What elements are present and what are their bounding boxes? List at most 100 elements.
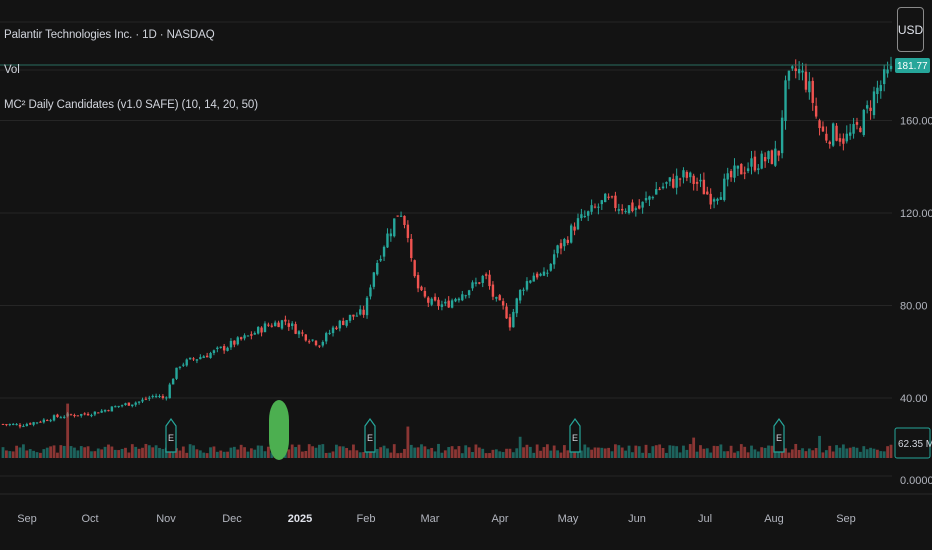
- volume-bar: [1, 447, 5, 458]
- volume-bar: [505, 448, 508, 458]
- volume-bar: [855, 447, 859, 458]
- volume-bar: [685, 449, 689, 458]
- volume-bar: [770, 445, 774, 458]
- candle-body: [376, 262, 379, 275]
- volume-bar: [79, 446, 83, 458]
- volume-bar: [644, 444, 648, 458]
- price-tick-label: 160.00: [900, 116, 932, 128]
- earnings-flag-label: E: [168, 433, 174, 443]
- volume-bar: [256, 445, 260, 458]
- candle-body: [607, 196, 610, 198]
- candle-body: [651, 197, 655, 199]
- volume-bar: [784, 448, 787, 458]
- candle-body: [852, 124, 855, 134]
- volume-bar: [239, 444, 243, 458]
- candle-body: [83, 413, 86, 415]
- volume-bar: [875, 449, 879, 458]
- candle-body: [648, 196, 651, 200]
- price-axis[interactable]: 160.00 120.00 80.00 40.00 0.0000 181.77 62.35 …: [894, 58, 932, 487]
- candle-body: [165, 397, 168, 399]
- candle-body: [627, 205, 631, 214]
- volume-bar: [124, 447, 127, 458]
- volume-bar: [437, 443, 440, 458]
- time-tick-label: Apr: [491, 513, 508, 525]
- volume-bar: [59, 445, 63, 458]
- candle-body: [546, 272, 549, 274]
- candle-body: [791, 66, 794, 69]
- candle-body: [566, 239, 569, 244]
- volume-bar: [886, 446, 889, 458]
- volume-bar: [195, 449, 199, 458]
- candle-body: [1, 423, 5, 425]
- candle-body: [563, 239, 566, 247]
- legend-volume-title[interactable]: Vol: [4, 64, 20, 76]
- volume-bar: [345, 447, 349, 458]
- candle-body: [280, 320, 284, 329]
- volume-bar: [5, 450, 8, 458]
- candle-body: [641, 201, 644, 208]
- candle-body: [821, 126, 825, 132]
- volume-bar: [348, 450, 352, 458]
- volume-bar: [869, 447, 872, 458]
- candle-body: [413, 260, 416, 277]
- volume-bar: [287, 449, 291, 458]
- volume-bar: [260, 445, 263, 458]
- candle-body: [427, 297, 430, 303]
- volume-bar: [790, 449, 794, 458]
- volume-bar: [787, 452, 791, 458]
- volume-bar: [396, 453, 400, 458]
- candle-body: [610, 196, 614, 198]
- candle-body: [124, 403, 127, 405]
- earnings-e-flag-icon: E: [569, 417, 581, 453]
- candle-body: [294, 324, 297, 334]
- time-axis[interactable]: Sep Oct Nov Dec 2025 Feb Mar Apr May Jun Jul Aug Sep: [17, 513, 856, 525]
- candle-body: [760, 153, 763, 169]
- volume-bar: [403, 448, 406, 458]
- candle-body: [178, 366, 182, 368]
- candle-body: [559, 243, 563, 249]
- candle-body: [137, 401, 141, 403]
- volume-bar: [389, 452, 393, 458]
- volume-bar: [756, 451, 760, 458]
- candle-body: [325, 333, 328, 342]
- volume-bar: [586, 447, 590, 458]
- time-tick-label: Mar: [421, 513, 440, 525]
- volume-bar: [113, 449, 117, 458]
- legend-symbol-title[interactable]: Palantir Technologies Inc. · 1D · NASDAQ: [4, 29, 215, 41]
- candle-body: [634, 208, 638, 210]
- volume-bar: [232, 446, 236, 458]
- candle-body: [195, 359, 199, 361]
- candle-body: [263, 323, 267, 333]
- candle-body: [600, 200, 604, 205]
- volume-bar: [365, 448, 369, 458]
- volume-bar: [100, 449, 104, 458]
- candle-body: [359, 309, 362, 315]
- last-price-label: 181.77: [897, 61, 928, 72]
- candle-body: [158, 395, 161, 397]
- volume-bar: [535, 444, 539, 458]
- currency-button[interactable]: USD: [897, 7, 924, 52]
- candle-body: [505, 306, 508, 319]
- volume-bar: [236, 449, 240, 458]
- volume-bar: [831, 451, 835, 458]
- volume-bar: [372, 447, 376, 458]
- volume-bar: [637, 446, 641, 458]
- candle-body: [797, 69, 801, 74]
- volume-bar: [579, 450, 583, 458]
- volume-bar: [382, 445, 386, 458]
- volume-bar: [658, 444, 662, 458]
- candle-body: [624, 210, 627, 212]
- earnings-flag-shape: [569, 417, 581, 453]
- candle-body: [437, 299, 440, 307]
- volume-bar: [620, 447, 624, 458]
- volume-bar: [338, 446, 342, 458]
- candle-body: [365, 297, 369, 316]
- legend-indicator-title[interactable]: MC² Daily Candidates (v1.0 SAFE) (10, 14…: [4, 99, 258, 111]
- volume-bar: [294, 447, 297, 458]
- candle-body: [236, 337, 239, 345]
- candle-body: [709, 193, 712, 205]
- time-tick-label: 2025: [288, 513, 312, 525]
- candle-body: [80, 414, 83, 416]
